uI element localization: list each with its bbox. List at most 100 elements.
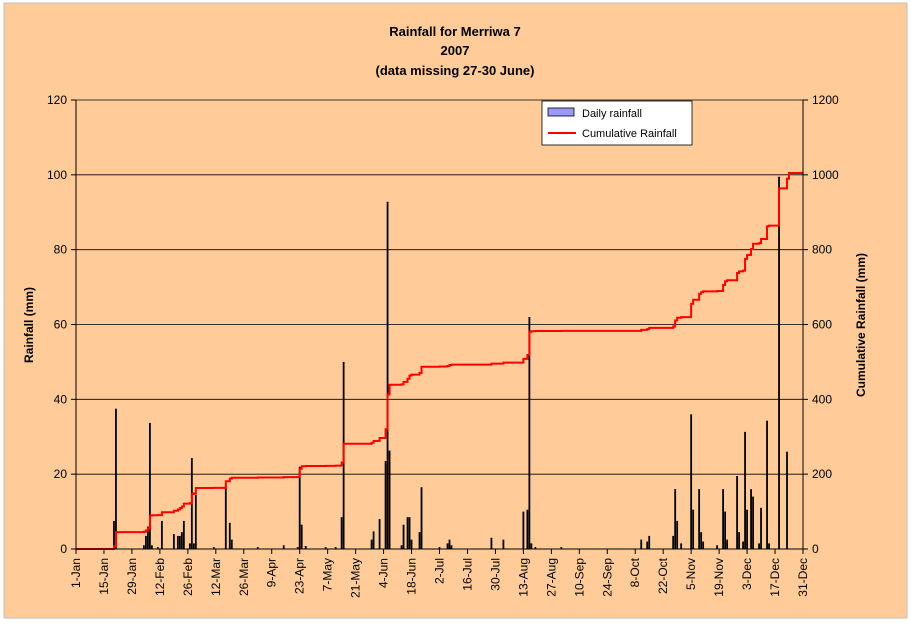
rain-bar-79 <box>752 496 754 549</box>
rain-bar-81 <box>760 507 762 549</box>
rain-bar-58 <box>646 541 649 549</box>
y-tick-label-60: 60 <box>54 318 68 332</box>
chart-title-line-3: (data missing 27-30 June) <box>376 63 535 78</box>
y-axis-label: Rainfall (mm) <box>22 287 36 363</box>
rain-bar-26 <box>300 524 303 549</box>
rain-bar-21 <box>230 539 233 549</box>
x-tick-label-3: 12-Feb <box>153 558 167 596</box>
rain-bar-70 <box>722 489 725 549</box>
y2-tick-label-600: 600 <box>812 318 832 332</box>
x-tick-label-15: 30-Jul <box>488 558 502 591</box>
rain-bar-43 <box>418 532 421 549</box>
rain-bar-1 <box>115 408 117 549</box>
y2-tick-label-800: 800 <box>812 243 832 257</box>
rain-bar-73 <box>736 476 738 549</box>
chart-title-line-2: 2007 <box>441 43 470 58</box>
x-tick-label-8: 23-Apr <box>293 558 307 594</box>
x-tick-label-20: 8-Oct <box>628 557 642 587</box>
rain-bar-32 <box>370 539 373 549</box>
rain-bar-44 <box>420 487 423 549</box>
rain-bar-51 <box>522 511 525 549</box>
rain-bar-18 <box>212 547 215 549</box>
x-tick-label-2: 29-Jan <box>125 558 139 595</box>
rain-bar-54 <box>530 543 533 549</box>
x-tick-label-26: 31-Dec <box>796 558 810 597</box>
rain-bar-14 <box>188 543 191 549</box>
rain-bar-0 <box>113 520 115 549</box>
x-tick-label-9: 7-May <box>321 558 335 591</box>
rain-bar-30 <box>340 517 343 549</box>
rain-bar-59 <box>648 535 651 549</box>
x-tick-label-22: 5-Nov <box>684 558 698 590</box>
y2-tick-label-400: 400 <box>812 392 832 406</box>
y-tick-label-120: 120 <box>47 93 67 107</box>
y-tick-label-40: 40 <box>54 392 68 406</box>
x-tick-label-24: 3-Dec <box>740 558 754 590</box>
rain-bar-16 <box>192 543 195 549</box>
rain-bar-60 <box>672 535 675 549</box>
rain-bar-11 <box>178 535 181 549</box>
y-tick-label-0: 0 <box>60 542 67 556</box>
rain-bar-35 <box>384 461 387 549</box>
y2-tick-label-1000: 1000 <box>812 168 839 182</box>
x-tick-label-4: 26-Feb <box>181 558 195 596</box>
x-tick-label-21: 22-Oct <box>656 557 670 594</box>
axes: 0204060801001200200400600800100012001-Ja… <box>47 93 839 598</box>
x-tick-label-13: 2-Jul <box>433 558 447 584</box>
y2-axis-label: Cumulative Rainfall (mm) <box>854 253 868 397</box>
rain-bar-45 <box>438 547 441 549</box>
rain-bar-46 <box>446 543 449 549</box>
y2-tick-label-200: 200 <box>812 467 832 481</box>
rain-bar-74 <box>738 532 740 549</box>
x-tick-label-1: 15-Jan <box>97 558 111 595</box>
legend-swatch-daily-rainfall <box>547 107 575 117</box>
rain-bar-53 <box>528 317 531 549</box>
x-tick-label-16: 13-Aug <box>516 558 530 597</box>
rain-bar-42 <box>410 539 413 549</box>
rain-bar-85 <box>786 451 788 549</box>
rain-bar-50 <box>502 539 505 549</box>
rain-bar-33 <box>372 531 375 549</box>
rain-bar-57 <box>640 539 643 549</box>
x-tick-label-7: 9-Apr <box>265 558 279 587</box>
cumulative-rainfall-line <box>76 171 803 550</box>
rain-bar-77 <box>746 509 748 549</box>
x-tick-label-10: 21-May <box>349 558 363 598</box>
chart-background <box>3 2 908 619</box>
rain-bar-75 <box>742 541 744 549</box>
x-tick-label-18: 10-Sep <box>572 558 586 597</box>
rain-bar-17 <box>194 494 197 549</box>
rain-bar-4 <box>147 526 149 549</box>
rain-bar-83 <box>768 543 770 549</box>
rain-bar-61 <box>674 489 677 549</box>
rain-bar-65 <box>692 509 695 549</box>
x-tick-label-11: 4-Jun <box>377 558 391 588</box>
rain-bar-27 <box>304 546 307 549</box>
rain-bar-52 <box>526 509 529 549</box>
rain-bar-80 <box>758 543 760 549</box>
rain-bar-84 <box>778 176 780 549</box>
x-tick-label-0: 1-Jan <box>69 558 83 588</box>
legend-label-daily-rainfall: Daily rainfall <box>582 108 642 120</box>
rain-bar-64 <box>690 414 693 549</box>
rain-bar-55 <box>534 547 537 549</box>
rain-bar-38 <box>400 545 403 549</box>
rain-bar-7 <box>156 547 159 549</box>
rain-bar-71 <box>724 511 727 549</box>
rain-bar-22 <box>256 547 259 549</box>
rain-bar-68 <box>702 541 705 549</box>
rain-bar-34 <box>378 519 381 549</box>
rain-bar-13 <box>182 520 185 549</box>
x-tick-label-19: 24-Sep <box>600 558 614 597</box>
y-tick-label-80: 80 <box>54 243 68 257</box>
x-tick-label-5: 12-Mar <box>209 558 223 596</box>
rain-bar-76 <box>744 431 746 549</box>
rain-bar-12 <box>180 532 183 549</box>
rain-bar-48 <box>450 545 453 549</box>
rain-bar-56 <box>560 547 563 549</box>
rain-bar-72 <box>726 539 729 549</box>
rain-bar-47 <box>448 539 451 549</box>
legend: Daily rainfall Cumulative Rainfall <box>541 100 693 146</box>
rain-bar-67 <box>700 532 703 549</box>
